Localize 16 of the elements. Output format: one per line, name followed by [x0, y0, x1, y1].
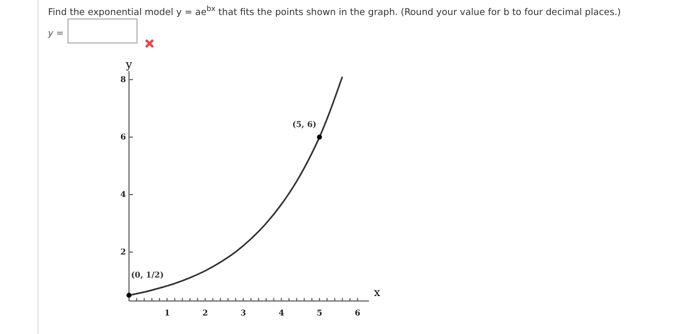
chart-title: Find the exponential model y = ae$^{bx}$ that fits the points shown in the graph. (Round your value for b to four decimal places.) — [48, 4, 621, 18]
y-tick-label: 4 — [120, 189, 126, 200]
x-tick-label: 4 — [278, 308, 285, 318]
text: y = — [47, 29, 64, 39]
x-tick-label: 3 — [240, 308, 246, 318]
annotation: (0, 1/2) — [131, 269, 164, 280]
y-tick-label: 2 — [120, 246, 126, 257]
x-tick-label: 2 — [202, 308, 208, 318]
x-tick-label: 6 — [354, 308, 361, 318]
y-tick-label: 6 — [120, 132, 126, 142]
y-tick-label: 8 — [120, 74, 126, 84]
annotation: (5, 6) — [292, 119, 317, 130]
x-tick-label: 1 — [164, 308, 170, 318]
x-tick-label: 5 — [316, 308, 322, 318]
x-axis-title: x — [374, 286, 381, 299]
y-axis-title: y — [124, 58, 133, 71]
